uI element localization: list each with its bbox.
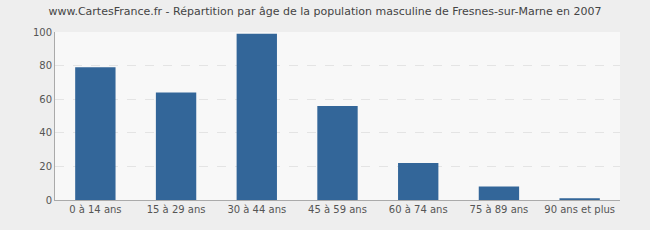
svg-text:15 à 29 ans: 15 à 29 ans [147,204,206,215]
svg-text:80: 80 [39,60,52,71]
svg-text:60: 60 [39,94,52,105]
svg-text:100: 100 [33,27,52,38]
svg-text:45 à 59 ans: 45 à 59 ans [308,204,367,215]
svg-text:20: 20 [39,161,52,172]
svg-text:60 à 74 ans: 60 à 74 ans [389,204,448,215]
svg-text:40: 40 [39,127,52,138]
svg-text:75 à 89 ans: 75 à 89 ans [470,204,529,215]
svg-text:0: 0 [46,195,52,206]
svg-text:www.CartesFrance.fr - Répartit: www.CartesFrance.fr - Répartition par âg… [48,5,601,18]
svg-text:30 à 44 ans: 30 à 44 ans [227,204,286,215]
svg-text:90 ans et plus: 90 ans et plus [544,204,615,215]
svg-text:0 à 14 ans: 0 à 14 ans [69,204,121,215]
